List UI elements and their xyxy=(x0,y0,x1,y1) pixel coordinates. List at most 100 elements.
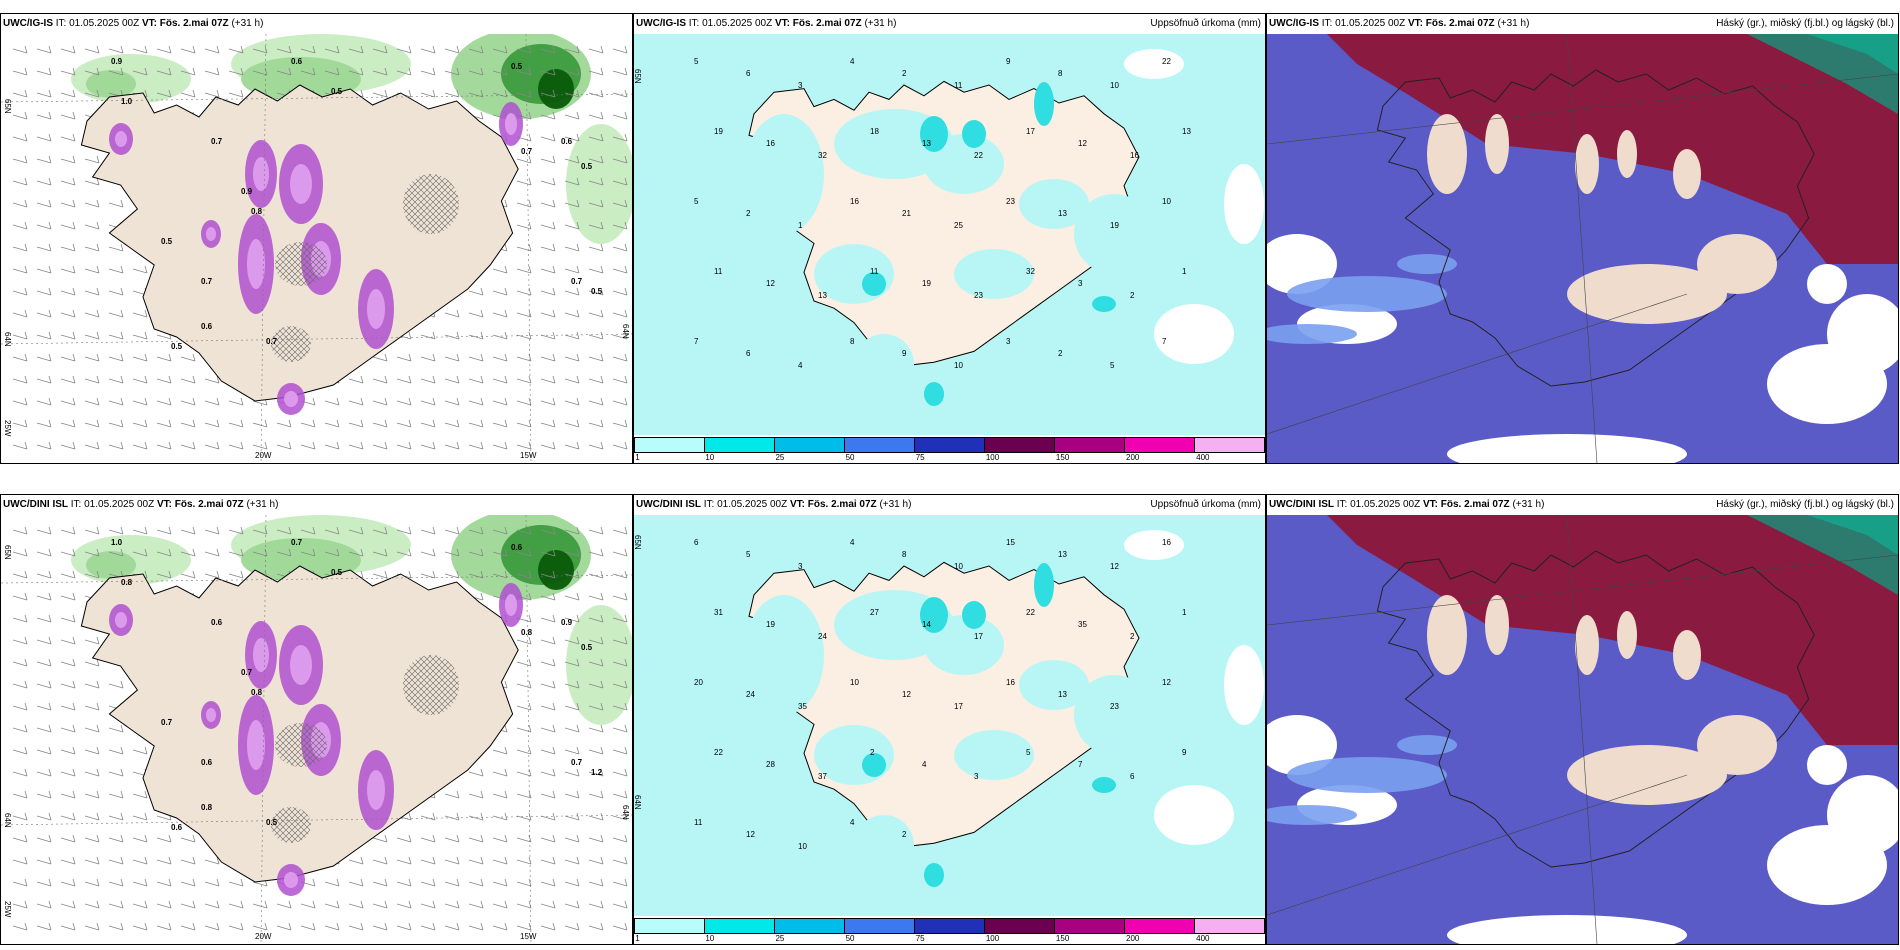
panel-header: UWC/IG-IS IT: 01.05.2025 00Z VT: Fös. 2.… xyxy=(634,14,1265,34)
colorbar-cell xyxy=(1195,438,1264,452)
precip-value-label: 20 xyxy=(694,678,703,687)
precip-value-label: 10 xyxy=(954,562,963,571)
wind-value-label: 0.5 xyxy=(171,342,183,351)
precip-value-label: 6 xyxy=(1130,772,1135,781)
precip-map-panel-top: UWC/IG-IS IT: 01.05.2025 00Z VT: Fös. 2.… xyxy=(633,13,1266,464)
panel-header: UWC/IG-IS IT: 01.05.2025 00Z VT: Fös. 2.… xyxy=(1267,14,1898,34)
panel-header: UWC/DINI ISL IT: 01.05.2025 00Z VT: Fös.… xyxy=(1267,495,1898,515)
wind-value-label: 0.6 xyxy=(201,758,213,767)
precip-value-label: 3 xyxy=(1078,279,1083,288)
vt-label: VT: xyxy=(1422,499,1438,510)
colorbar-tick-label: 100 xyxy=(985,453,1000,462)
panel-field-title: Háský (gr.), miðský (fj.bl.) og lágský (… xyxy=(1716,18,1894,29)
colorbar-tick-label: 10 xyxy=(705,934,715,943)
init-time: IT: 01.05.2025 00Z xyxy=(70,499,155,510)
wind-map: 0.9 1.0 0.7 0.6 0.5 0.8 0.7 0.5 0.6 0.7 0.5 0.9 0.5 0… xyxy=(1,34,632,463)
panel-field-title: Uppsöfnuð úrkoma (mm) xyxy=(1150,499,1261,510)
precip-value-label: 35 xyxy=(1078,620,1087,629)
precip-value-label: 11 xyxy=(870,267,879,276)
precip-value-label: 11 xyxy=(954,81,963,90)
precip-value-label: 19 xyxy=(922,279,931,288)
colorbar-tick-label: 50 xyxy=(845,934,855,943)
wind-value-label: 0.7 xyxy=(241,668,253,677)
wind-value-label: 0.7 xyxy=(291,538,303,547)
precip-value-label: 1 xyxy=(1182,267,1187,276)
precip-value-label: 22 xyxy=(714,748,723,757)
lat-label: 64N xyxy=(3,332,12,347)
cloud-map-panel-bottom: UWC/DINI ISL IT: 01.05.2025 00Z VT: Fös.… xyxy=(1266,494,1899,945)
precip-value-label: 5 xyxy=(694,57,699,66)
lead-time: (+31 h) xyxy=(246,499,279,510)
colorbar-tick-label: 1 xyxy=(635,934,640,943)
precip-value-label: 3 xyxy=(798,81,803,90)
precip-colorbar: 1 10 25 50 75 100 150 200 400 xyxy=(634,916,1265,944)
precip-value-label: 16 xyxy=(766,139,775,148)
precip-value-label: 2 xyxy=(746,209,751,218)
wind-value-label: 0.6 xyxy=(171,823,183,832)
precip-value-label: 4 xyxy=(922,760,927,769)
wind-value-label: 0.5 xyxy=(591,287,603,296)
lon-label: 20W xyxy=(255,451,272,460)
precip-value-label: 22 xyxy=(1162,57,1171,66)
lat-label: 64N xyxy=(3,813,12,828)
colorbar-cell xyxy=(915,438,985,452)
precip-value-label: 8 xyxy=(1058,69,1063,78)
precip-value-label: 19 xyxy=(766,620,775,629)
lead-time: (+31 h) xyxy=(1512,499,1545,510)
precip-value-label: 6 xyxy=(746,349,751,358)
wind-value-label: 0.7 xyxy=(571,758,583,767)
wind-value-label: 0.6 xyxy=(561,137,573,146)
colorbar-tick-label: 25 xyxy=(775,453,785,462)
precip-value-label: 13 xyxy=(1182,127,1191,136)
precip-value-label: 2 xyxy=(902,830,907,839)
colorbar-cell xyxy=(1055,438,1125,452)
vt-label: VT: xyxy=(1407,18,1423,29)
valid-time: Fös. 2.mai 07Z xyxy=(792,18,862,29)
cloud-map xyxy=(1267,515,1898,944)
wind-value-label: 0.8 xyxy=(251,207,263,216)
wind-value-label: 0.9 xyxy=(241,187,253,196)
precip-value-label: 5 xyxy=(1026,748,1031,757)
colorbar-cell xyxy=(705,919,775,933)
model-name: UWC/IG-IS xyxy=(1269,18,1319,29)
colorbar-tick-label: 100 xyxy=(985,934,1000,943)
precip-value-label: 7 xyxy=(1162,337,1167,346)
precip-value-label: 2 xyxy=(1130,632,1135,641)
precip-map-panel-bottom: UWC/DINI ISL IT: 01.05.2025 00Z VT: Fös.… xyxy=(633,494,1266,945)
init-time: IT: 01.05.2025 00Z xyxy=(1336,499,1421,510)
wind-value-label: 0.7 xyxy=(521,147,533,156)
init-time: IT: 01.05.2025 00Z xyxy=(703,499,788,510)
precip-value-label: 16 xyxy=(1006,678,1015,687)
colorbar-cells xyxy=(634,918,1265,934)
precip-value-label: 9 xyxy=(902,349,907,358)
cloud-map-panel-top: UWC/IG-IS IT: 01.05.2025 00Z VT: Fös. 2.… xyxy=(1266,13,1899,464)
precip-value-label: 14 xyxy=(922,620,931,629)
model-name: UWC/DINI ISL xyxy=(3,499,68,510)
vt-label: VT: xyxy=(774,18,790,29)
colorbar-cells xyxy=(634,437,1265,453)
lead-time: (+31 h) xyxy=(1497,18,1530,29)
precip-value-label: 37 xyxy=(818,772,827,781)
wind-value-label: 0.8 xyxy=(521,628,533,637)
lead-time: (+31 h) xyxy=(864,18,897,29)
precip-value-label: 2 xyxy=(1058,349,1063,358)
precip-value-label: 25 xyxy=(954,221,963,230)
lat-label: 65N xyxy=(3,99,12,114)
precip-value-label: 17 xyxy=(974,632,983,641)
vt-label: VT: xyxy=(156,499,172,510)
precip-value-label: 16 xyxy=(850,197,859,206)
model-name: UWC/IG-IS xyxy=(636,18,686,29)
precip-value-label: 19 xyxy=(1110,221,1119,230)
colorbar-cell xyxy=(775,438,845,452)
precip-value-label: 1 xyxy=(798,221,803,230)
colorbar-cell xyxy=(1125,919,1195,933)
wind-value-label: 0.8 xyxy=(121,578,133,587)
precip-value-label: 12 xyxy=(766,279,775,288)
precip-value-label: 32 xyxy=(818,151,827,160)
precip-value-label: 4 xyxy=(850,818,855,827)
lat-label: 65N xyxy=(3,545,12,560)
wind-value-label: 0.7 xyxy=(571,277,583,286)
precip-value-label: 7 xyxy=(694,337,699,346)
wind-value-label: 0.7 xyxy=(266,337,278,346)
precip-value-label: 9 xyxy=(1182,748,1187,757)
